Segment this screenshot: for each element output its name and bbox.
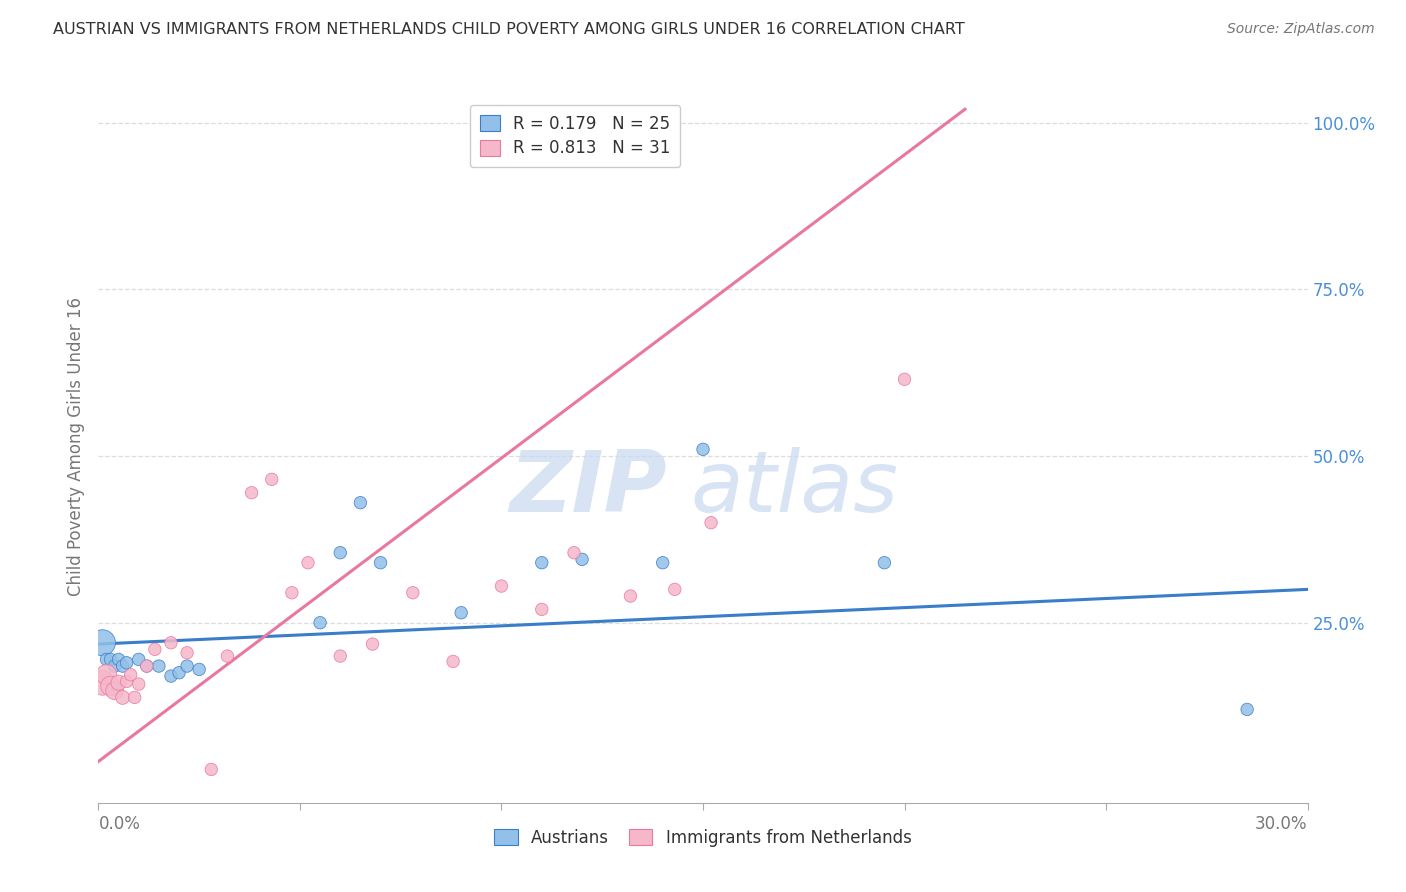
Point bbox=[148, 659, 170, 673]
Point bbox=[176, 659, 198, 673]
Point bbox=[96, 667, 118, 681]
Point bbox=[562, 546, 585, 560]
Point bbox=[111, 659, 134, 673]
Point bbox=[188, 662, 211, 676]
Point bbox=[530, 602, 553, 616]
Point bbox=[281, 585, 304, 599]
Point bbox=[115, 656, 138, 670]
Point bbox=[120, 667, 142, 681]
Point bbox=[893, 372, 915, 386]
Point bbox=[361, 637, 384, 651]
Point bbox=[167, 665, 190, 680]
Point bbox=[115, 674, 138, 689]
Point bbox=[91, 636, 114, 650]
Point bbox=[530, 556, 553, 570]
Point bbox=[441, 654, 464, 668]
Point bbox=[309, 615, 332, 630]
Point bbox=[370, 556, 392, 570]
Point bbox=[128, 677, 150, 691]
Point bbox=[664, 582, 686, 597]
Y-axis label: Child Poverty Among Girls Under 16: Child Poverty Among Girls Under 16 bbox=[66, 296, 84, 596]
Point bbox=[450, 606, 472, 620]
Point bbox=[200, 763, 222, 777]
Point bbox=[143, 642, 166, 657]
Text: atlas: atlas bbox=[690, 447, 898, 531]
Point bbox=[349, 496, 371, 510]
Point bbox=[329, 649, 352, 664]
Point bbox=[91, 675, 114, 690]
Point bbox=[692, 442, 714, 457]
Point bbox=[297, 556, 319, 570]
Text: ZIP: ZIP bbox=[509, 447, 666, 531]
Point bbox=[260, 472, 283, 486]
Point bbox=[1236, 702, 1258, 716]
Point bbox=[176, 646, 198, 660]
Point bbox=[651, 556, 673, 570]
Point bbox=[100, 679, 122, 693]
Point bbox=[135, 659, 157, 673]
Point bbox=[700, 516, 723, 530]
Point bbox=[873, 556, 896, 570]
Point bbox=[107, 652, 129, 666]
Point bbox=[103, 683, 125, 698]
Point bbox=[240, 485, 263, 500]
Point bbox=[217, 649, 239, 664]
Point bbox=[329, 546, 352, 560]
Point bbox=[160, 669, 183, 683]
Point bbox=[135, 659, 157, 673]
Point bbox=[107, 675, 129, 690]
Point bbox=[619, 589, 641, 603]
Point bbox=[103, 659, 125, 673]
Point bbox=[111, 690, 134, 705]
Text: Source: ZipAtlas.com: Source: ZipAtlas.com bbox=[1227, 22, 1375, 37]
Point bbox=[128, 652, 150, 666]
Point bbox=[491, 579, 513, 593]
Point bbox=[96, 652, 118, 666]
Point bbox=[100, 652, 122, 666]
Point bbox=[160, 636, 183, 650]
Point bbox=[571, 552, 593, 566]
Point bbox=[124, 690, 146, 705]
Legend: Austrians, Immigrants from Netherlands: Austrians, Immigrants from Netherlands bbox=[486, 821, 920, 855]
Text: AUSTRIAN VS IMMIGRANTS FROM NETHERLANDS CHILD POVERTY AMONG GIRLS UNDER 16 CORRE: AUSTRIAN VS IMMIGRANTS FROM NETHERLANDS … bbox=[53, 22, 965, 37]
Point bbox=[402, 585, 425, 599]
